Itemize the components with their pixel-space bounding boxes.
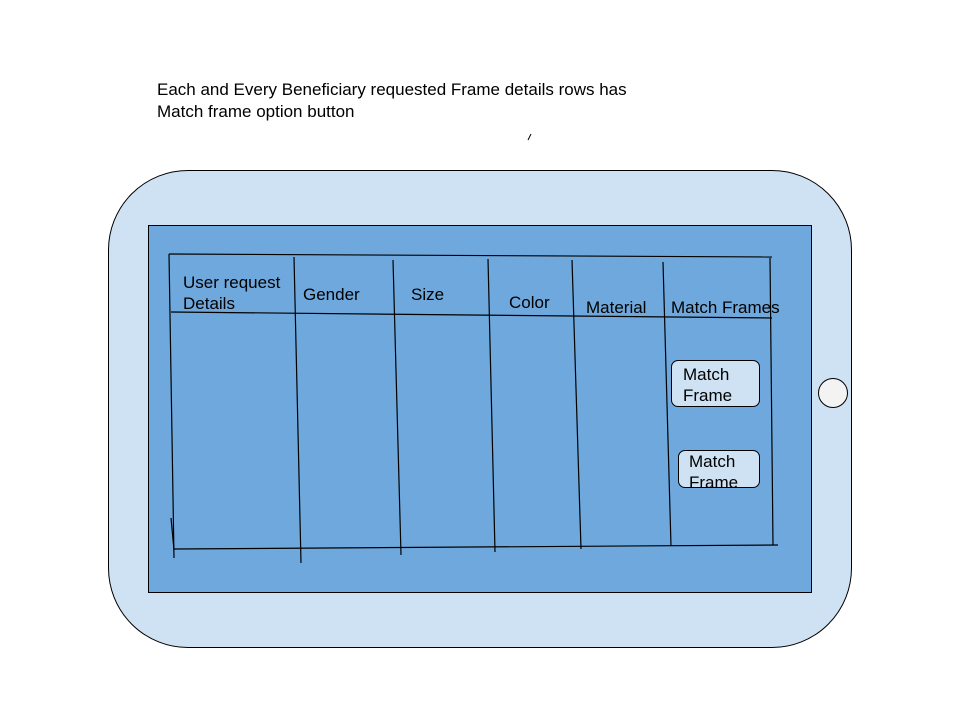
stray-mark xyxy=(527,133,532,141)
header-gender: Gender xyxy=(303,285,360,304)
annotation-note: Each and Every Beneficiary requested Fra… xyxy=(157,79,627,123)
header-size: Size xyxy=(411,285,445,304)
annotation-line-1: Each and Every Beneficiary requested Fra… xyxy=(157,80,627,99)
match-frame-label-1: Match xyxy=(689,452,736,471)
header-material: Material xyxy=(586,298,647,317)
header-color: Color xyxy=(509,293,550,312)
match-frame-label-1: Match xyxy=(683,365,730,384)
match-frame-button[interactable]: Match Frame xyxy=(678,450,760,492)
match-frame-button[interactable]: Match Frame xyxy=(671,360,760,407)
home-button[interactable] xyxy=(818,378,848,408)
annotation-line-2: Match frame option button xyxy=(157,102,355,121)
tablet-screen xyxy=(148,225,812,593)
match-frame-label-2: Frame xyxy=(689,473,739,492)
header-match-frames: Match Frames xyxy=(671,298,780,317)
header-user-request-details: User request Details xyxy=(183,273,281,313)
match-frame-label-2: Frame xyxy=(683,386,733,405)
